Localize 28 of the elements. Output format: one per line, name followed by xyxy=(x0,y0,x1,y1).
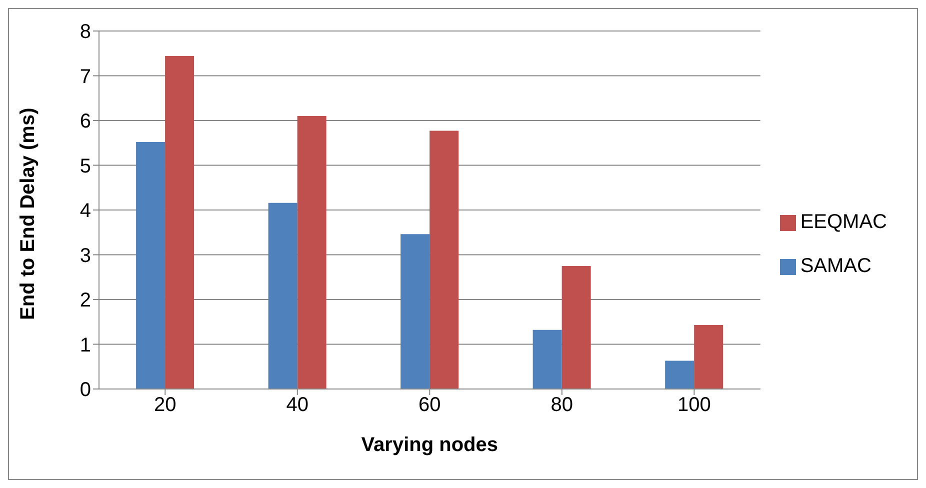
y-tick-label: 1 xyxy=(80,334,91,356)
bar xyxy=(665,360,694,389)
y-tick-label: 6 xyxy=(80,110,91,133)
y-tick-label: 2 xyxy=(80,290,91,312)
bar xyxy=(532,330,562,389)
x-tick-label: 60 xyxy=(418,394,441,416)
y-tick-label: 8 xyxy=(80,21,91,44)
x-axis-title: Varying nodes xyxy=(361,434,498,456)
bar xyxy=(165,56,194,389)
legend-label: SAMAC xyxy=(800,255,872,277)
y-tick-label: 3 xyxy=(80,244,91,267)
y-tick-label: 7 xyxy=(80,66,91,88)
x-tick-label: 100 xyxy=(677,394,711,416)
x-tick-label: 20 xyxy=(154,394,176,416)
legend-label: EEQMAC xyxy=(800,211,887,233)
bar xyxy=(562,266,591,389)
y-tick-label: 4 xyxy=(80,200,91,222)
bar xyxy=(268,202,298,389)
bar xyxy=(136,142,166,389)
y-tick-label: 0 xyxy=(80,379,91,402)
y-axis-title: End to End Delay (ms) xyxy=(17,108,40,320)
bar xyxy=(297,116,326,389)
bar xyxy=(694,325,724,389)
x-tick-label: 40 xyxy=(286,394,309,416)
bar xyxy=(400,234,430,389)
y-tick-label: 5 xyxy=(80,155,91,178)
bar xyxy=(430,130,459,389)
x-tick-label: 80 xyxy=(550,394,574,416)
